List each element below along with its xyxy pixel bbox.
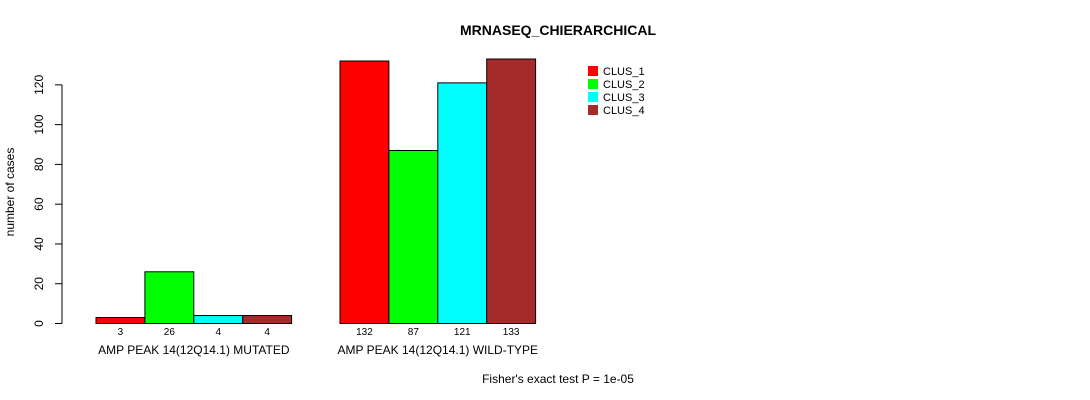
y-tick-label: 80 <box>32 157 46 171</box>
bars: 3 26 4 4 132 87 121 133 <box>95 58 537 338</box>
legend-label: CLUS_4 <box>603 105 645 117</box>
bar-value-label: 121 <box>454 327 471 338</box>
bar-clus-1-group-1 <box>95 317 146 324</box>
bar-value-label: 3 <box>118 327 124 338</box>
y-axis: 0 20 40 60 80 100 120 <box>32 75 63 327</box>
bar-clus-2-group-1 <box>144 271 195 324</box>
fisher-test-label: Fisher's exact test P = 1e-05 <box>482 372 634 386</box>
bar-value-label: 4 <box>215 327 221 338</box>
legend-swatch <box>588 79 598 89</box>
group-label: AMP PEAK 14(12Q14.1) WILD-TYPE <box>338 343 539 357</box>
bar-clus-4-group-2 <box>486 58 537 325</box>
legend-label: CLUS_2 <box>603 79 645 91</box>
bar-clus-3-group-1 <box>193 315 244 324</box>
bar-clus-4-group-1 <box>242 315 293 324</box>
y-tick-label: 120 <box>32 75 46 95</box>
chart-title: MRNASEQ_CHIERARCHICAL <box>460 22 656 38</box>
bar-clus-1-group-2 <box>339 60 390 324</box>
bar-value-label: 4 <box>264 327 270 338</box>
legend-swatch <box>588 66 598 76</box>
y-tick-label: 0 <box>32 320 46 327</box>
legend-swatch <box>588 105 598 115</box>
group-labels: AMP PEAK 14(12Q14.1) MUTATED AMP PEAK 14(… <box>98 343 538 357</box>
bar-value-label: 133 <box>503 327 520 338</box>
bar-value-label: 87 <box>408 327 420 338</box>
bar-value-label: 26 <box>164 327 176 338</box>
y-tick-label: 60 <box>32 197 46 211</box>
legend-label: CLUS_3 <box>603 92 645 104</box>
bar-clus-2-group-2 <box>388 149 439 324</box>
y-tick-label: 20 <box>32 277 46 291</box>
legend-swatch <box>588 92 598 102</box>
legend-label: CLUS_1 <box>603 66 645 78</box>
y-axis-label: number of cases <box>3 148 17 237</box>
bar-clus-3-group-2 <box>437 82 488 324</box>
y-tick-label: 100 <box>32 114 46 134</box>
y-tick-label: 40 <box>32 237 46 251</box>
bar-value-label: 132 <box>356 327 373 338</box>
group-label: AMP PEAK 14(12Q14.1) MUTATED <box>98 343 290 357</box>
